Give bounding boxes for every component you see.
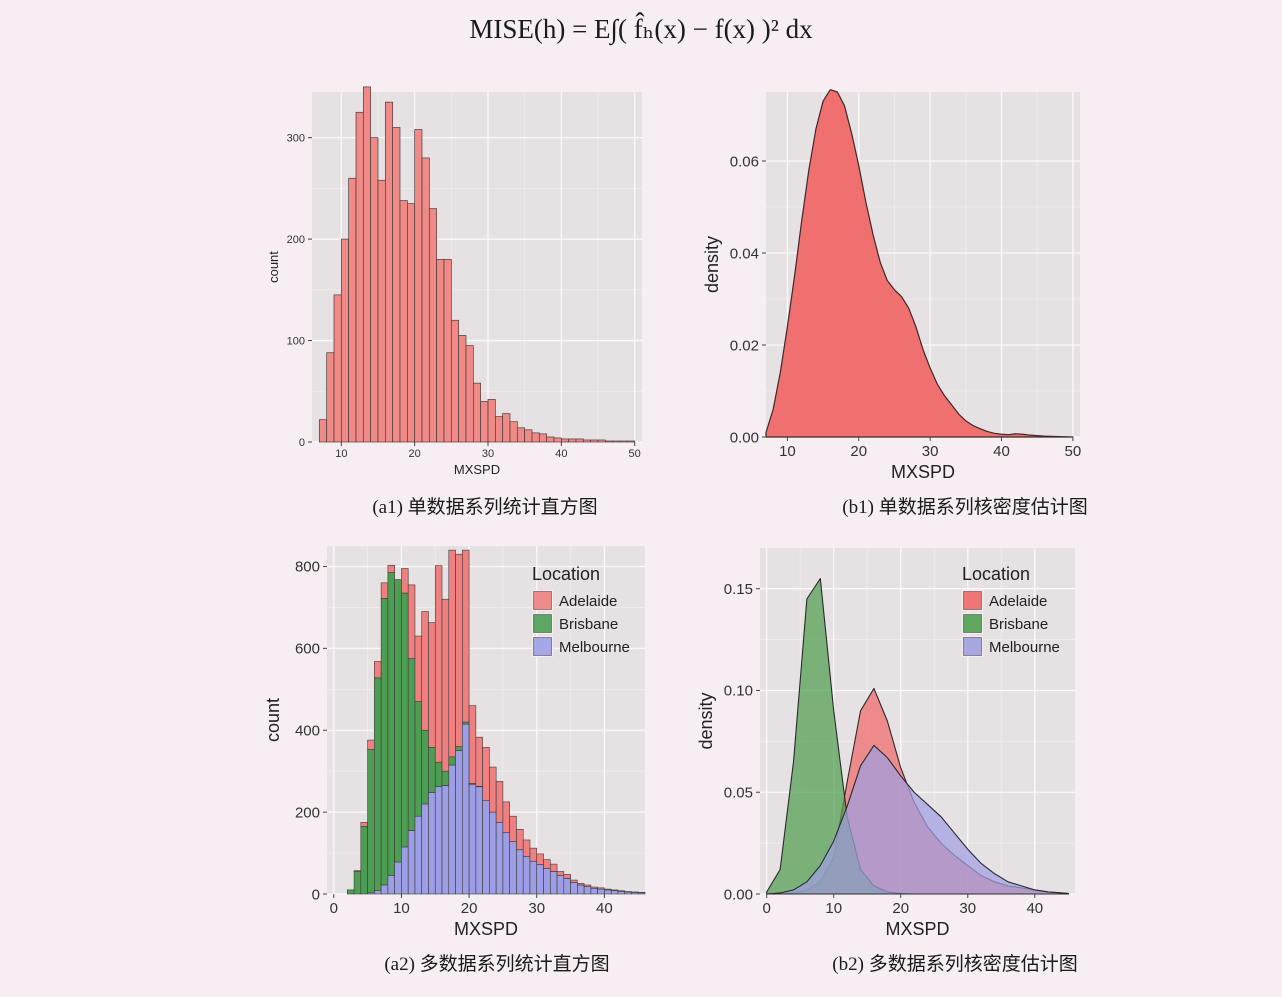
legend-label: Melbourne [989,639,1060,656]
stacked-bar-adelaide [407,584,416,659]
y-axis-title: density [696,692,716,749]
legend-label: Melbourne [559,639,630,656]
y-tick-label: 0.05 [724,784,753,801]
legend-label: Brisbane [989,616,1048,633]
y-tick-label: 0.06 [730,153,759,170]
chart-caption: (b1) 单数据系列核密度估计图 [842,496,1087,518]
x-tick-label: 0 [330,900,338,917]
x-axis-title: MXSPD [885,919,949,939]
stacked-bar-adelaide [610,889,619,892]
legend-swatch [963,637,982,656]
legend-title: Location [532,564,600,584]
y-tick-label: 400 [295,722,320,739]
legend-swatch [533,591,552,610]
y-tick-label: 0.10 [724,683,753,700]
stacked-bar-adelaide [604,888,612,891]
y-tick-label: 0 [299,437,305,449]
chart-caption: (b2) 多数据系列核密度估计图 [832,953,1077,975]
chart-caption: (a2) 多数据系列统计直方图 [384,953,609,975]
stacked-bar-adelaide [570,879,578,883]
legend-swatch [533,614,552,633]
y-tick-label: 0.00 [724,886,753,903]
y-tick-label: 0 [312,886,320,903]
x-tick-label: 40 [555,448,567,460]
stacked-bar-adelaide [549,863,558,872]
y-tick-label: 0.15 [724,581,753,598]
x-tick-label: 30 [959,900,976,917]
stacked-bar-adelaide [563,874,571,879]
x-tick-label: 30 [528,900,545,917]
y-axis-title: density [702,236,722,293]
stacked-bar-adelaide [509,815,517,842]
x-tick-label: 40 [1026,900,1043,917]
stacked-bar-adelaide [401,568,409,594]
y-tick-label: 600 [295,641,320,658]
y-tick-label: 100 [287,335,305,347]
stacked-bar-adelaide [516,829,524,851]
stacked-bar-adelaide [556,871,565,876]
x-tick-label: 40 [596,900,613,917]
stacked-bar-adelaide [617,890,626,892]
y-axis-title: count [266,251,281,283]
y-tick-label: 0.04 [730,245,759,262]
stacked-bar-adelaide [462,549,470,723]
stacked-bar-adelaide [387,564,395,573]
x-axis-title: MXSPD [454,919,518,939]
y-tick-label: 0.00 [730,429,759,446]
x-tick-label: 40 [993,443,1010,460]
x-tick-label: 30 [482,448,494,460]
legend-label: Adelaide [989,593,1047,610]
legend-label: Brisbane [559,616,618,633]
y-tick-label: 800 [295,559,320,576]
legend-label: Adelaide [559,593,617,610]
x-tick-label: 50 [1065,443,1082,460]
x-tick-label: 30 [922,443,939,460]
stacked-bar-adelaide [577,883,585,886]
legend-title: Location [962,564,1030,584]
x-tick-label: 10 [335,448,347,460]
histogram-bar [626,440,636,443]
mise-formula: MISE(h) = E∫( f̂ₕ(x) − f(x) )² dx [469,14,813,44]
legend-swatch [963,614,982,633]
x-tick-label: 20 [461,900,478,917]
x-tick-label: 10 [779,443,796,460]
y-tick-label: 300 [287,133,305,145]
x-tick-label: 20 [850,443,867,460]
chart-caption: (a1) 单数据系列统计直方图 [372,496,597,518]
legend-swatch [533,637,552,656]
y-tick-label: 200 [287,234,305,246]
x-tick-label: 20 [892,900,909,917]
stacked-bar-adelaide [583,884,592,887]
y-tick-label: 200 [295,804,320,821]
y-tick-label: 0.02 [730,337,759,354]
stacked-bar-adelaide [536,853,544,865]
density-area-melbourne [766,744,1069,895]
legend-swatch [963,591,982,610]
x-tick-label: 0 [763,900,771,917]
x-tick-label: 50 [629,448,641,460]
density-area [765,89,1074,438]
x-tick-label: 10 [825,900,842,917]
stacked-bar-adelaide [597,887,605,890]
x-tick-label: 10 [393,900,410,917]
x-axis-title: MXSPD [891,462,955,482]
y-axis-title: count [263,698,283,742]
x-axis-title: MXSPD [454,462,500,477]
x-tick-label: 20 [409,448,421,460]
